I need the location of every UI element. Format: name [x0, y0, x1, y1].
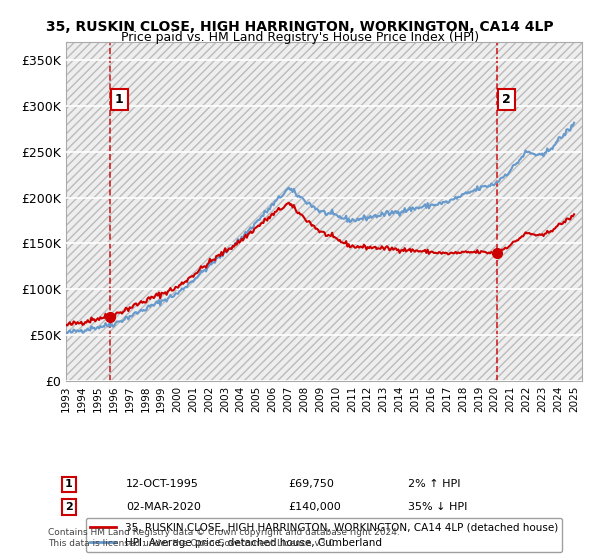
Text: Price paid vs. HM Land Registry's House Price Index (HPI): Price paid vs. HM Land Registry's House … — [121, 31, 479, 44]
Text: 2% ↑ HPI: 2% ↑ HPI — [408, 479, 461, 489]
Text: 2: 2 — [502, 93, 511, 106]
Text: 1: 1 — [115, 93, 124, 106]
Text: £69,750: £69,750 — [288, 479, 334, 489]
Text: £140,000: £140,000 — [288, 502, 341, 512]
Text: Contains HM Land Registry data © Crown copyright and database right 2024.
This d: Contains HM Land Registry data © Crown c… — [48, 528, 400, 548]
Legend: 35, RUSKIN CLOSE, HIGH HARRINGTON, WORKINGTON, CA14 4LP (detached house), HPI: A: 35, RUSKIN CLOSE, HIGH HARRINGTON, WORKI… — [86, 518, 562, 552]
Text: 35, RUSKIN CLOSE, HIGH HARRINGTON, WORKINGTON, CA14 4LP: 35, RUSKIN CLOSE, HIGH HARRINGTON, WORKI… — [46, 20, 554, 34]
Text: 2: 2 — [65, 502, 73, 512]
Text: 1: 1 — [65, 479, 73, 489]
Text: 12-OCT-1995: 12-OCT-1995 — [126, 479, 199, 489]
Text: 35% ↓ HPI: 35% ↓ HPI — [408, 502, 467, 512]
Text: 02-MAR-2020: 02-MAR-2020 — [126, 502, 201, 512]
